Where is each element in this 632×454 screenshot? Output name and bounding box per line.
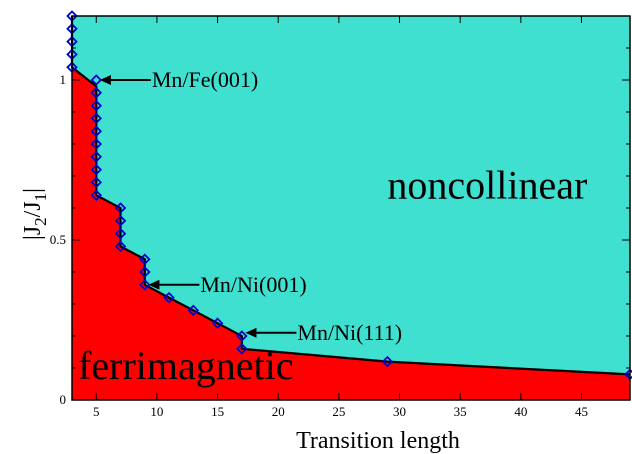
region-ferrimagnetic [72, 16, 630, 400]
x-tick-label: 25 [332, 404, 345, 419]
y-axis-title-main: |J [20, 226, 46, 240]
x-axis-title: Transition length [296, 428, 460, 454]
data-point [90, 138, 103, 150]
annotation-arrow-head [99, 75, 111, 85]
annotation-label: Mn/Fe(001) [152, 67, 258, 92]
data-point [114, 240, 127, 253]
x-axis: 5 10 15 20 25 30 35 40 45 [93, 16, 588, 419]
y-axis-title-sub2: 1 [31, 193, 50, 202]
y-axis-title-mid: /J [20, 201, 46, 217]
x-tick-label: 30 [393, 404, 406, 419]
x-tick-label: 20 [272, 404, 285, 419]
data-point [90, 99, 103, 112]
region-label-ferrimagnetic: ferrimagnetic [78, 343, 293, 388]
annotation-arrow-head [245, 327, 257, 338]
data-point [90, 87, 103, 99]
annotation-arrow-head [148, 279, 160, 290]
x-tick-label: 45 [575, 404, 588, 419]
data-point [90, 74, 103, 86]
data-point [187, 304, 200, 317]
data-point [90, 112, 103, 125]
x-tick-label: 40 [514, 404, 527, 419]
y-tick-label: 0 [60, 392, 67, 407]
data-point [236, 330, 248, 342]
x-tick-label: 35 [454, 404, 467, 419]
data-point [211, 317, 224, 329]
x-tick-label: 15 [211, 404, 224, 419]
data-point [114, 227, 127, 240]
data-point [90, 163, 103, 176]
y-tick-label: 0.5 [50, 232, 66, 247]
y-axis-title-sub1: 2 [31, 217, 50, 226]
region-label-noncollinear: noncollinear [387, 162, 587, 207]
x-tick-label: 10 [150, 404, 163, 419]
data-point [90, 125, 103, 137]
y-axis: 00.51 [50, 47, 630, 407]
annotation-label: Mn/Ni(001) [200, 272, 306, 297]
plot-area: noncollinear ferrimagnetic Mn/Fe(001) Mn/Ni… [66, 10, 632, 401]
x-tick-label: 5 [93, 404, 100, 419]
data-point [139, 279, 151, 291]
data-point [139, 253, 151, 265]
data-point [236, 343, 248, 355]
y-axis-title: |J2/J1| [20, 188, 50, 240]
data-point [163, 291, 175, 304]
data-point [114, 215, 127, 227]
data-point [381, 355, 394, 368]
data-point [90, 189, 103, 201]
data-point [90, 176, 103, 189]
data-point [90, 151, 103, 163]
data-point [139, 266, 151, 278]
y-tick-label: 1 [60, 72, 67, 87]
y-axis-title-end: | [20, 188, 46, 193]
data-point [114, 202, 127, 214]
annotation-label: Mn/Ni(111) [297, 320, 402, 345]
